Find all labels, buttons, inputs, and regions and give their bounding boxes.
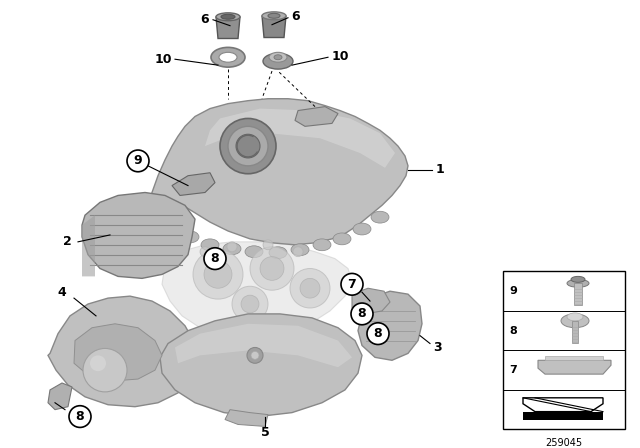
Circle shape: [228, 126, 268, 166]
Circle shape: [227, 242, 237, 252]
Text: 10: 10: [154, 53, 172, 66]
Ellipse shape: [333, 233, 351, 245]
Text: 5: 5: [260, 426, 269, 439]
Circle shape: [90, 355, 106, 371]
Polygon shape: [352, 288, 390, 314]
Text: 6: 6: [201, 13, 209, 26]
Polygon shape: [523, 398, 603, 412]
Polygon shape: [205, 108, 395, 168]
Ellipse shape: [571, 276, 585, 282]
Ellipse shape: [262, 12, 286, 20]
Polygon shape: [358, 291, 422, 360]
Text: 8: 8: [76, 410, 84, 423]
Polygon shape: [572, 321, 578, 343]
Ellipse shape: [216, 13, 240, 21]
Text: 9: 9: [134, 155, 142, 168]
Ellipse shape: [268, 13, 280, 18]
Text: 259045: 259045: [545, 438, 582, 448]
Text: 8: 8: [358, 307, 366, 320]
Polygon shape: [523, 412, 603, 419]
Text: 4: 4: [58, 286, 67, 299]
Polygon shape: [82, 215, 95, 276]
FancyBboxPatch shape: [503, 271, 625, 429]
Text: 8: 8: [509, 326, 517, 336]
Text: 10: 10: [332, 50, 349, 63]
Polygon shape: [160, 314, 362, 417]
Polygon shape: [172, 173, 215, 195]
Polygon shape: [538, 360, 611, 374]
Circle shape: [293, 247, 303, 257]
Ellipse shape: [313, 239, 331, 251]
Ellipse shape: [263, 53, 293, 69]
Ellipse shape: [291, 244, 309, 256]
Ellipse shape: [269, 52, 287, 62]
Circle shape: [351, 303, 373, 325]
Ellipse shape: [181, 231, 199, 243]
Ellipse shape: [219, 52, 237, 62]
Ellipse shape: [561, 314, 589, 328]
Circle shape: [220, 118, 276, 174]
Circle shape: [69, 406, 91, 427]
Circle shape: [236, 134, 260, 158]
Text: 3: 3: [434, 341, 442, 354]
Circle shape: [260, 257, 284, 280]
Polygon shape: [225, 409, 268, 426]
Ellipse shape: [161, 219, 179, 231]
Circle shape: [290, 268, 330, 308]
Text: 8: 8: [211, 252, 220, 265]
Text: 8: 8: [374, 327, 382, 340]
Polygon shape: [262, 16, 286, 38]
Polygon shape: [216, 17, 240, 39]
Circle shape: [83, 349, 127, 392]
Polygon shape: [48, 296, 198, 407]
Text: 7: 7: [348, 278, 356, 291]
Circle shape: [341, 273, 363, 295]
Polygon shape: [82, 193, 195, 278]
Ellipse shape: [201, 239, 219, 251]
Polygon shape: [162, 242, 352, 338]
Polygon shape: [545, 356, 603, 360]
Ellipse shape: [221, 14, 235, 19]
Ellipse shape: [567, 313, 583, 321]
Polygon shape: [74, 324, 162, 381]
Ellipse shape: [211, 47, 245, 67]
Circle shape: [193, 250, 243, 299]
Ellipse shape: [371, 211, 389, 223]
Circle shape: [204, 248, 226, 270]
Circle shape: [251, 351, 259, 359]
Polygon shape: [574, 283, 582, 305]
Text: 6: 6: [292, 10, 300, 23]
Circle shape: [263, 240, 273, 250]
Circle shape: [247, 348, 263, 363]
Text: 9: 9: [509, 286, 517, 296]
Polygon shape: [48, 383, 72, 409]
Circle shape: [250, 247, 294, 290]
Text: 7: 7: [509, 365, 517, 375]
Ellipse shape: [567, 280, 589, 287]
Polygon shape: [148, 99, 408, 245]
Circle shape: [241, 295, 259, 313]
Polygon shape: [175, 324, 352, 367]
Ellipse shape: [274, 55, 282, 60]
Circle shape: [204, 261, 232, 288]
Circle shape: [367, 323, 389, 345]
Ellipse shape: [223, 243, 241, 254]
Circle shape: [232, 286, 268, 322]
Circle shape: [300, 278, 320, 298]
Ellipse shape: [269, 247, 287, 258]
Text: 1: 1: [436, 163, 444, 176]
Circle shape: [127, 150, 149, 172]
Circle shape: [200, 247, 210, 257]
Ellipse shape: [353, 223, 371, 235]
Text: 2: 2: [63, 235, 72, 248]
Polygon shape: [295, 107, 338, 126]
Ellipse shape: [245, 246, 263, 258]
